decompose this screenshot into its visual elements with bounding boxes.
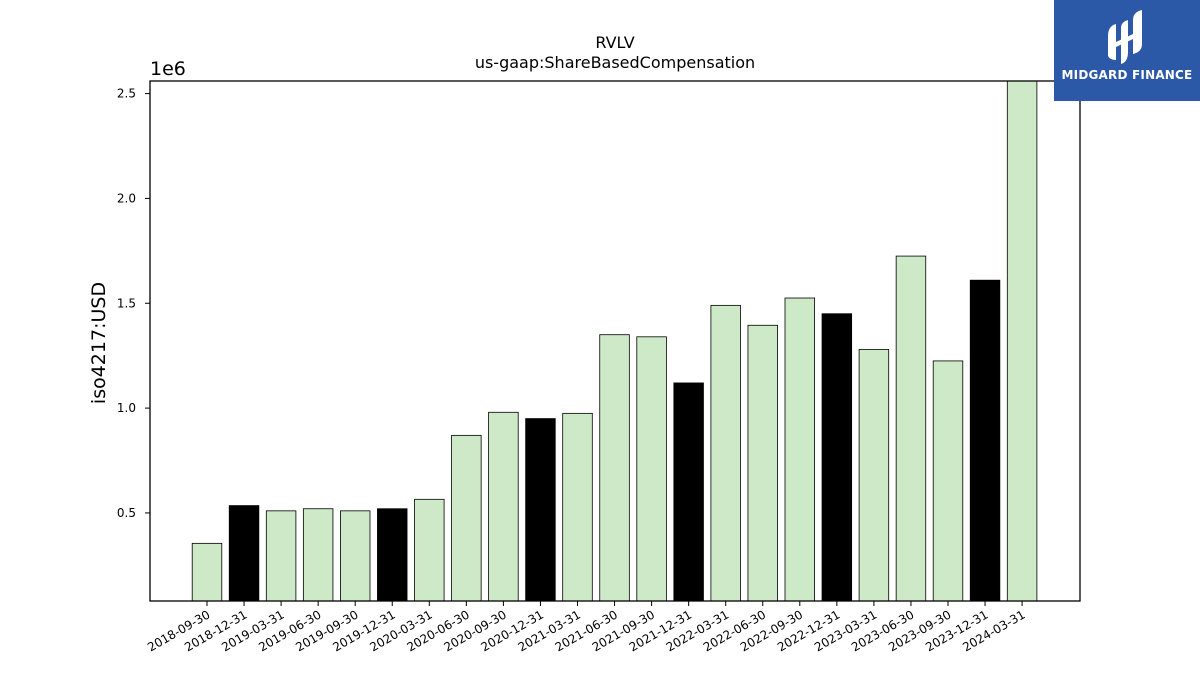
chart-title: RVLV	[595, 33, 634, 52]
bar-2020-06-30	[451, 434, 482, 602]
bar-2021-06-30	[599, 334, 630, 602]
bar-2020-03-31	[414, 498, 445, 602]
bars-group	[191, 80, 1038, 602]
bar-2020-09-30	[488, 411, 519, 602]
bar-2022-06-30	[747, 324, 778, 602]
logo-mark-icon	[1108, 10, 1142, 64]
bar-2021-12-31	[673, 382, 704, 602]
bar-2023-09-30	[932, 360, 964, 602]
bar-2019-03-31	[265, 510, 297, 602]
y-tick-label: 0.5	[117, 506, 136, 520]
bar-2019-06-30	[302, 508, 334, 602]
y-axis-label: iso4217:USD	[88, 282, 110, 404]
plot-frame	[149, 80, 1081, 602]
bar-2020-12-31	[525, 418, 556, 602]
bar-2023-03-31	[858, 348, 890, 602]
bar-2022-12-31	[821, 313, 853, 602]
y-ticks-group: 0.5 1.0 1.5 2.0 2.5	[117, 87, 150, 520]
y-tick-label: 1.5	[117, 296, 136, 310]
y-tick-label: 2.5	[117, 87, 136, 101]
bar-2023-06-30	[895, 255, 927, 602]
chart-subtitle: us-gaap:ShareBasedCompensation	[475, 53, 755, 72]
bar-2021-09-30	[636, 336, 667, 602]
midgard-finance-logo: MIDGARD FINANCE	[1054, 0, 1200, 101]
bar-2022-03-31	[710, 304, 741, 602]
bar-2024-03-31	[1006, 80, 1038, 602]
bar-2021-03-31	[562, 412, 593, 602]
bar-2019-12-31	[377, 508, 408, 602]
bar-2018-09-30	[191, 542, 223, 602]
y-tick-label: 1.0	[117, 401, 136, 415]
bar-2023-12-31	[969, 279, 1001, 602]
bar-2018-12-31	[228, 505, 260, 602]
x-ticks-group: 2018-09-302018-12-312019-03-312019-06-30…	[145, 601, 1028, 654]
y-offset-label: 1e6	[150, 58, 186, 80]
bar-2019-09-30	[339, 510, 371, 602]
bar-2022-09-30	[784, 297, 816, 602]
y-tick-label: 2.0	[117, 191, 136, 205]
logo-text: MIDGARD FINANCE	[1061, 68, 1193, 82]
